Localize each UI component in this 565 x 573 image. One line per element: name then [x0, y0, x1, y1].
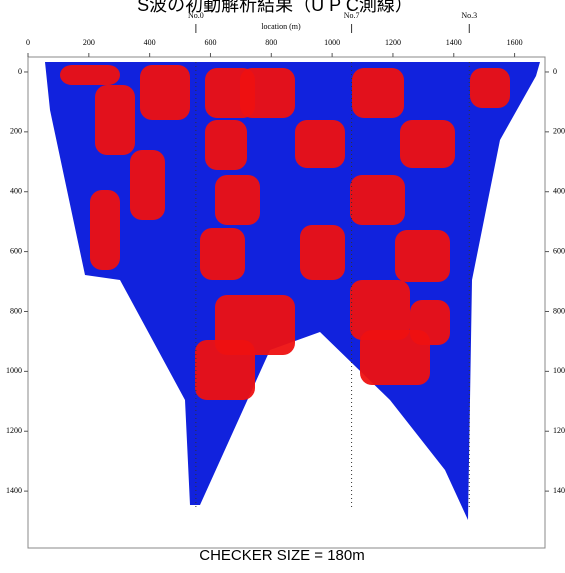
y-tick-label-right: 200: [553, 127, 565, 136]
y-tick-label: 1400: [6, 486, 22, 495]
y-tick-label: 800: [10, 306, 22, 315]
red-cell: [470, 68, 510, 108]
red-cell: [395, 230, 450, 282]
red-cell: [240, 68, 295, 118]
red-cell: [350, 280, 410, 340]
y-tick-label: 0: [18, 67, 22, 76]
frame: [27, 56, 546, 549]
red-cell: [215, 175, 260, 225]
well-label: No.0: [188, 11, 204, 20]
x-tick-label: 200: [83, 38, 95, 47]
x-tick-label: 600: [204, 38, 216, 47]
x-tick-label: 0: [26, 38, 30, 47]
y-tick-label: 200: [10, 127, 22, 136]
chart-title: S波の初動解析結果（U P C測線）: [137, 0, 413, 15]
caption: CHECKER SIZE = 180m: [199, 547, 364, 564]
y-tick-label-right: 1000: [553, 366, 565, 375]
red-cell: [200, 228, 245, 280]
red-cell: [205, 120, 247, 170]
y-tick-label-right: 1400: [553, 486, 565, 495]
y-tick-label: 600: [10, 246, 22, 255]
y-tick-label-right: 1200: [553, 426, 565, 435]
x-tick-label: 1000: [324, 38, 340, 47]
x-tick-label: 1600: [507, 38, 523, 47]
red-cell: [360, 330, 430, 385]
red-cell: [350, 175, 405, 225]
y-tick-label-right: 400: [553, 187, 565, 196]
y-tick-label-right: 600: [553, 246, 565, 255]
red-cell: [410, 300, 450, 345]
well-label: No.7: [344, 11, 360, 20]
blue-region: [45, 62, 540, 520]
y-tick-label: 1200: [6, 426, 22, 435]
x-tick-label: 1200: [385, 38, 401, 47]
y-tick-label: 1000: [6, 366, 22, 375]
checker-pattern: [45, 62, 540, 520]
y-tick-label-right: 0: [553, 67, 557, 76]
x-tick-label: 1400: [446, 38, 462, 47]
x-tick-label: 400: [144, 38, 156, 47]
y-tick-label-right: 800: [553, 306, 565, 315]
red-cell: [300, 225, 345, 280]
x-axis-label: location (m): [261, 22, 301, 31]
well-label: No.3: [461, 11, 477, 20]
red-cell: [295, 120, 345, 168]
red-cell: [352, 68, 404, 118]
red-cell: [195, 340, 255, 400]
y-tick-label: 400: [10, 187, 22, 196]
x-tick-label: 800: [265, 38, 277, 47]
red-cell: [140, 65, 190, 120]
red-cell: [90, 190, 120, 270]
red-cell: [60, 65, 120, 85]
red-cell: [130, 150, 165, 220]
red-cell: [95, 85, 135, 155]
red-cell: [400, 120, 455, 168]
